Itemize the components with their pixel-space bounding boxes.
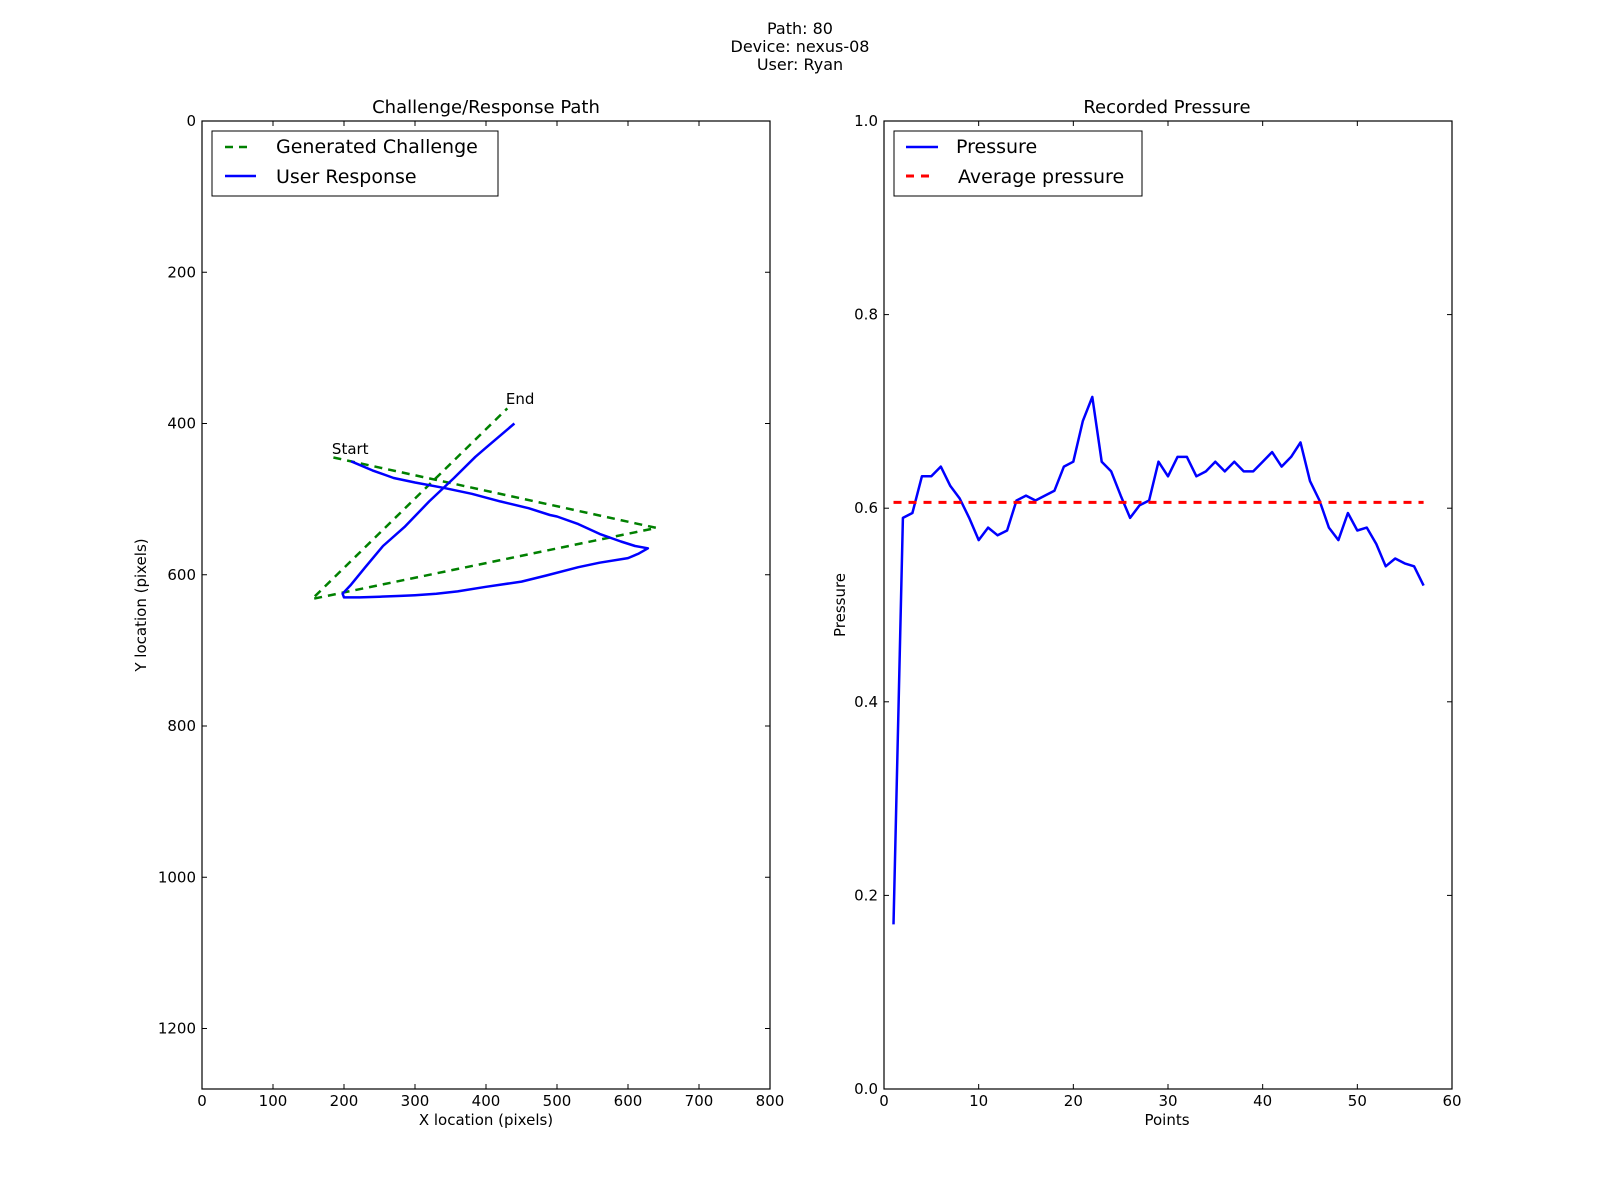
x-tick-label: 400	[472, 1092, 501, 1110]
y-tick-label: 0.4	[854, 693, 878, 711]
x-tick-label: 0	[197, 1092, 207, 1110]
path-chart-plot-area: Start End	[310, 390, 658, 601]
figure-title: Path: 80 Device: nexus-08 User: Ryan	[0, 20, 1600, 74]
pressure-chart-frame	[883, 120, 1453, 1090]
pressure-chart: Recorded Pressure 0 10 20 30 40 50 60 0.0 0.2 0.4…	[831, 97, 1462, 1129]
pressure-chart-title: Recorded Pressure	[1083, 97, 1250, 118]
x-tick-label: 20	[1064, 1092, 1083, 1110]
x-tick-label: 60	[1442, 1092, 1461, 1110]
pressure-chart-legend-box	[893, 130, 1143, 197]
figure-title-path: Path: 80	[767, 19, 833, 38]
annotation-end: End	[506, 390, 535, 408]
pressure-chart-ticks: 0 10 20 30 40 50 60 0.0 0.2 0.4 0.6 0.8 1.0	[854, 112, 1461, 1110]
y-tick-label: 0	[186, 112, 196, 130]
y-tick-label: 800	[167, 717, 196, 735]
pressure-chart-x-axis-label: Points	[1144, 1111, 1189, 1129]
series-line-generated-challenge	[310, 407, 658, 601]
path-chart-x-axis-label: X location (pixels)	[419, 1111, 553, 1129]
pressure-chart-plot-area	[892, 395, 1425, 925]
x-tick-label: 200	[330, 1092, 359, 1110]
path-chart-title: Challenge/Response Path	[372, 97, 600, 118]
legend-label-pressure: Pressure	[956, 136, 1037, 158]
x-tick-label: 10	[969, 1092, 988, 1110]
y-tick-label: 0.2	[854, 886, 878, 904]
y-tick-label: 200	[167, 263, 196, 281]
path-chart: Challenge/Response Path Start End 0 100 200…	[132, 97, 784, 1129]
y-tick-label: 1.0	[854, 112, 878, 130]
x-tick-label: 300	[401, 1092, 430, 1110]
path-chart-legend-box	[211, 130, 499, 197]
figure-title-user: User: Ryan	[756, 55, 844, 74]
x-tick-label: 0	[879, 1092, 889, 1110]
legend-label-generated-challenge: Generated Challenge	[276, 136, 478, 158]
y-tick-label: 1000	[158, 868, 196, 886]
x-tick-label: 800	[756, 1092, 785, 1110]
legend-label-user-response: User Response	[276, 166, 417, 188]
x-tick-label: 500	[543, 1092, 572, 1110]
pressure-chart-legend: Pressure Average pressure	[893, 130, 1143, 197]
path-chart-legend: Generated Challenge User Response	[211, 130, 499, 197]
y-tick-label: 0.6	[854, 499, 878, 517]
figure-title-device: Device: nexus-08	[730, 37, 870, 56]
x-tick-label: 30	[1158, 1092, 1177, 1110]
y-tick-label: 0.0	[854, 1080, 878, 1098]
x-tick-label: 600	[614, 1092, 643, 1110]
y-tick-label: 0.8	[854, 306, 878, 324]
y-tick-label: 400	[167, 415, 196, 433]
x-tick-label: 700	[685, 1092, 714, 1110]
x-tick-label: 100	[259, 1092, 288, 1110]
legend-label-average-pressure: Average pressure	[958, 166, 1124, 188]
y-tick-label: 1200	[158, 1020, 196, 1038]
x-tick-label: 40	[1253, 1092, 1272, 1110]
series-line-pressure	[892, 395, 1425, 925]
path-chart-ticks: 0 100 200 300 400 500 600 700 800 0 200 400 600 800 10…	[158, 112, 785, 1110]
path-chart-y-axis-label: Y location (pixels)	[132, 538, 150, 672]
annotation-start: Start	[332, 440, 369, 458]
pressure-chart-y-axis-label: Pressure	[831, 573, 849, 637]
y-tick-label: 600	[167, 566, 196, 584]
path-chart-frame	[201, 120, 771, 1090]
x-tick-label: 50	[1348, 1092, 1367, 1110]
series-line-user-response	[341, 422, 650, 599]
